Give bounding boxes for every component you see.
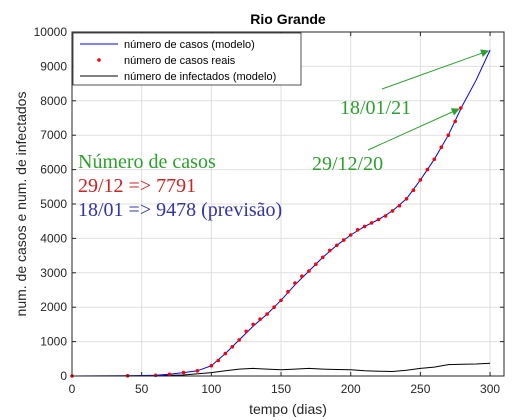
data-point — [328, 248, 332, 253]
x-tick-label: 300 — [480, 382, 500, 396]
data-point — [459, 106, 463, 110]
data-point — [355, 228, 360, 232]
legend-swatch-reais — [97, 58, 101, 62]
y-tick-label: 9000 — [40, 59, 67, 73]
data-point — [432, 157, 437, 162]
data-point — [411, 188, 416, 192]
data-point — [425, 167, 430, 172]
annotation-arrow-180121 — [381, 49, 490, 90]
y-tick-label: 6000 — [40, 163, 67, 177]
y-tick-label: 7000 — [40, 128, 67, 142]
data-point — [446, 133, 451, 137]
series-markers-1 — [70, 106, 463, 378]
data-point — [181, 370, 186, 375]
series-line-2 — [71, 362, 491, 377]
data-point — [362, 224, 367, 229]
data-point — [314, 262, 318, 267]
data-point — [348, 233, 353, 237]
x-tick-label: 150 — [271, 382, 291, 396]
legend-entry-reais: número de casos reais — [124, 55, 236, 67]
data-point — [390, 209, 395, 213]
data-point — [439, 145, 444, 149]
data-point — [265, 312, 269, 316]
data-point — [335, 243, 339, 248]
x-tick-label: 250 — [410, 382, 430, 396]
data-point — [195, 369, 200, 373]
data-point — [453, 119, 458, 124]
data-point — [293, 281, 297, 285]
data-point — [307, 269, 311, 273]
annotation-label-180121: 18/01/21 — [340, 97, 411, 119]
data-point — [383, 214, 388, 218]
y-tick-label: 5000 — [40, 197, 67, 211]
y-tick-label: 3000 — [40, 266, 67, 280]
annotation-1801-previsao: 18/01 => 9478 (previsão) — [78, 199, 282, 221]
annotation-arrow-291220 — [367, 108, 460, 151]
data-point — [286, 289, 290, 294]
x-tick-label: 100 — [201, 382, 221, 396]
y-tick-label: 1000 — [40, 335, 67, 349]
y-axis-label: num. de casos e num. de infectados — [13, 92, 29, 317]
y-tick-label: 2000 — [40, 300, 67, 314]
y-tick-label: 0 — [60, 369, 67, 383]
annotation-2912-real: 29/12 => 7791 — [78, 175, 196, 197]
chart-title: Rio Grande — [250, 11, 326, 27]
data-point — [258, 317, 262, 322]
data-point — [153, 373, 158, 378]
data-point — [216, 358, 221, 363]
data-point — [404, 197, 409, 201]
series-layer — [70, 49, 491, 378]
data-point — [209, 363, 214, 368]
annotation-label-291220: 29/12/20 — [312, 153, 383, 175]
data-point — [369, 221, 374, 225]
x-tick-label: 0 — [69, 382, 76, 396]
x-tick-label: 200 — [341, 382, 361, 396]
data-point — [397, 203, 402, 208]
data-point — [251, 322, 255, 327]
annotation-numero-de-casos: Número de casos — [78, 151, 216, 173]
x-axis-label: tempo (dias) — [249, 401, 327, 417]
data-point — [376, 217, 381, 222]
ticks: 0 50 100 150 200 250 3000100020003000400050006… — [34, 25, 504, 396]
y-tick-label: 8000 — [40, 94, 67, 108]
data-point — [167, 372, 172, 377]
data-point — [272, 305, 276, 310]
data-point — [237, 338, 241, 342]
legend: número de casos (modelo) número de casos… — [72, 32, 302, 86]
data-point — [279, 298, 283, 303]
legend-entry-infectados: número de infectados (modelo) — [124, 71, 276, 83]
data-point — [300, 274, 304, 279]
data-point — [244, 329, 248, 334]
data-point — [418, 178, 423, 182]
x-tick-label: 50 — [135, 382, 149, 396]
y-tick-label: 10000 — [34, 25, 68, 39]
data-point — [341, 238, 346, 242]
data-point — [223, 351, 228, 356]
legend-entry-modelo: número de casos (modelo) — [124, 39, 255, 51]
y-tick-label: 4000 — [40, 231, 67, 245]
data-point — [230, 345, 235, 349]
data-point — [321, 255, 325, 260]
annotations: Número de casos 29/12 => 7791 18/01 => 9… — [78, 49, 490, 221]
